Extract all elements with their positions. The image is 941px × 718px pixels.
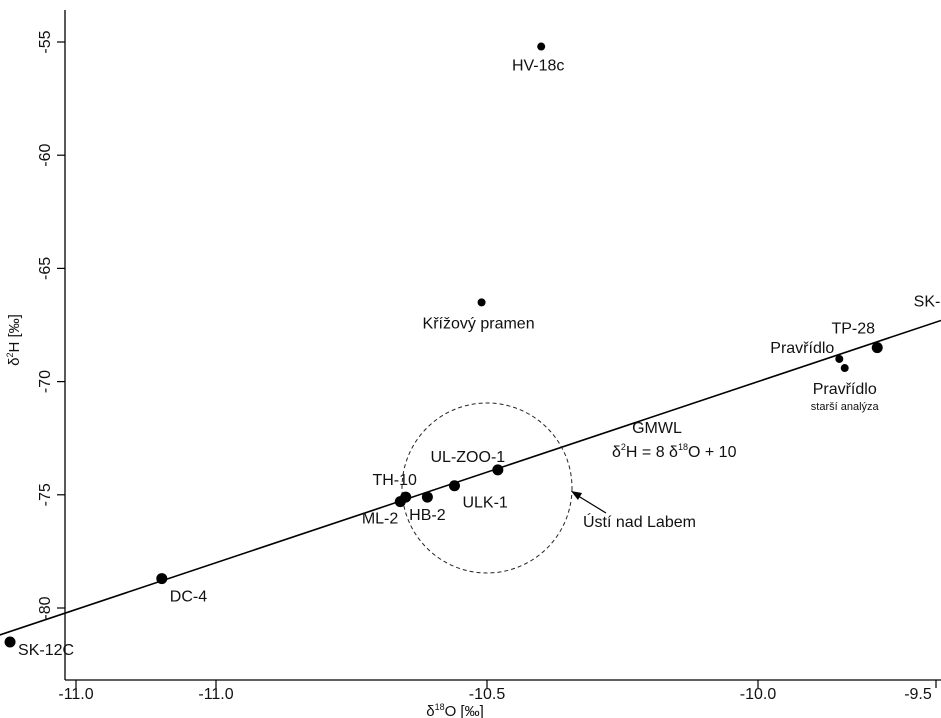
point-label: Pravřídlo (770, 340, 834, 357)
x-tick-label: -10.0 (740, 686, 777, 703)
point-label: TP-28 (831, 321, 875, 338)
y-tick-label: -55 (37, 30, 54, 53)
data-points (4, 42, 883, 648)
x-tick-label: -9.5 (904, 686, 932, 703)
point-label: SK-10C (914, 293, 941, 310)
data-point (448, 480, 460, 492)
point-label: Křížový pramen (423, 315, 535, 332)
data-point-labels: HV-18c Křížový pramen SK-10C TP-28 Pravřídlo… (18, 58, 941, 659)
data-point (421, 491, 433, 503)
gmwl-label: GMWL (632, 420, 682, 437)
x-axis-ticks: -11.0 -11.0 -10.5 -10.0 -9.5 (58, 680, 937, 703)
x-tick-label: -10.5 (469, 686, 506, 703)
usti-arrow-head (571, 491, 582, 500)
data-point (835, 354, 844, 363)
x-tick-label: -11.0 (58, 686, 93, 703)
point-label: UL-ZOO-1 (431, 449, 506, 466)
point-label: TH-10 (372, 472, 417, 489)
point-label: DC-4 (170, 589, 207, 606)
point-label: HV-18c (512, 58, 564, 75)
data-point (871, 342, 883, 354)
data-point (492, 464, 504, 476)
gmwl-equation: δ2H = 8 δ18O + 10 (612, 442, 737, 461)
y-tick-label: -70 (37, 370, 54, 393)
data-point (477, 298, 486, 307)
point-label: Pravřídlo (813, 381, 877, 398)
point-label: ULK-1 (462, 495, 507, 512)
point-label: ML-2 (362, 511, 399, 528)
y-axis-title: δ2H [‰] (5, 314, 23, 366)
x-axis-title: δ18O [‰] (426, 702, 484, 718)
y-tick-label: -60 (37, 144, 54, 167)
usti-arrow-shaft (574, 493, 607, 514)
data-point (840, 364, 849, 373)
data-point (156, 573, 168, 585)
point-label: HB-2 (409, 507, 446, 524)
point-note-label: starší analýza (811, 401, 880, 413)
y-axis-ticks: -80 -75 -70 -65 -60 -55 (37, 30, 65, 620)
x-tick-label: -11.0 (198, 686, 233, 703)
usti-cluster-circle (401, 402, 573, 574)
data-point (394, 496, 406, 508)
y-tick-label: -80 (37, 596, 54, 619)
y-tick-label: -75 (37, 483, 54, 506)
point-label: SK-12C (18, 642, 74, 659)
data-point (4, 636, 16, 648)
usti-label: Ústí nad Labem (583, 512, 696, 531)
y-tick-label: -65 (37, 257, 54, 280)
gmwl-line (0, 319, 941, 636)
data-point (537, 42, 546, 51)
